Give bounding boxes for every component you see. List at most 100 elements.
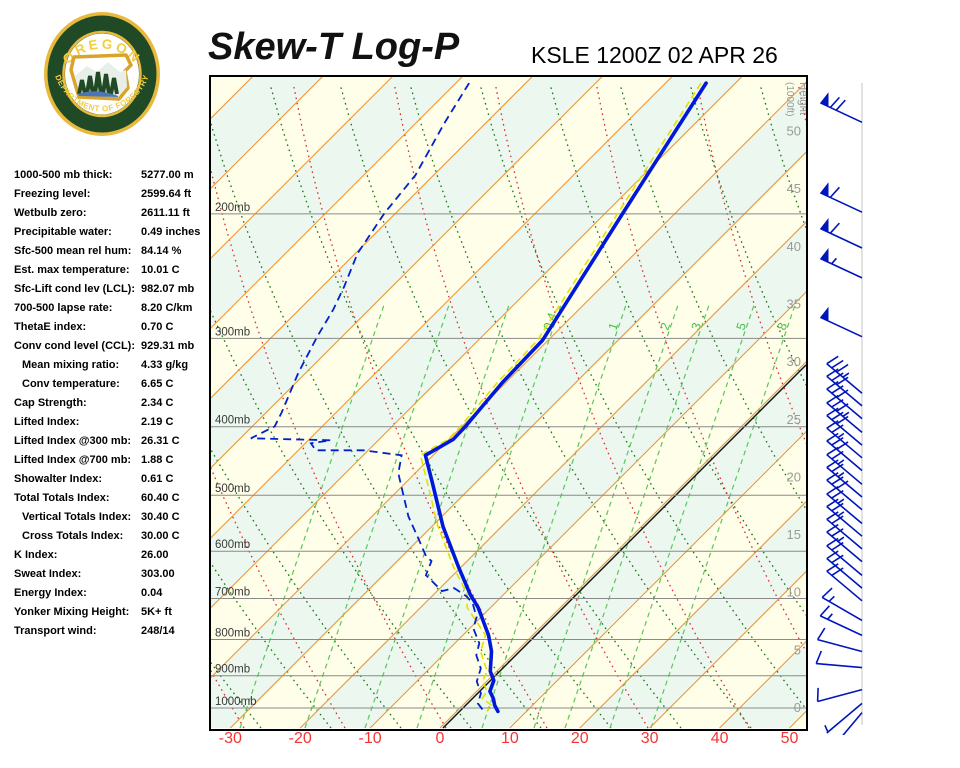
stat-row: Total Totals Index: 60.40 C — [14, 489, 210, 508]
stat-label: Sfc-Lift cond lev (LCL): — [14, 283, 135, 295]
skewt-chart: 0.4 1 2 3 5 8200mb300mb400mb500mb600mb700mb80… — [211, 77, 806, 729]
stat-value: 60.40 C — [141, 492, 180, 504]
svg-text:5: 5 — [794, 642, 801, 657]
stat-value: 84.14 % — [141, 245, 182, 257]
stat-value: 248/14 — [141, 625, 175, 637]
stat-row: Yonker Mixing Height: 5K+ ft — [14, 603, 210, 622]
stat-row: Transport wind: 248/14 — [14, 622, 210, 641]
stat-row: Lifted Index: 2.19 C — [14, 413, 210, 432]
stat-value: 982.07 mb — [141, 283, 195, 295]
svg-text:300mb: 300mb — [215, 326, 250, 338]
stat-value: 26.00 — [141, 549, 169, 561]
stat-label: Yonker Mixing Height: — [14, 606, 130, 618]
wind-barb — [826, 407, 863, 446]
svg-text:1: 1 — [606, 321, 622, 332]
wind-barb — [819, 92, 863, 124]
stat-label: Freezing level: — [14, 188, 91, 200]
stat-row: ThetaE index: 0.70 C — [14, 318, 210, 337]
x-tick-label: 20 — [570, 730, 589, 747]
stat-value: 6.65 C — [141, 378, 174, 390]
dewpoint-trace — [250, 82, 484, 710]
stat-value: 30.40 C — [141, 511, 180, 523]
svg-text:30: 30 — [787, 354, 801, 369]
svg-text:45: 45 — [787, 181, 801, 196]
x-tick-label: 40 — [710, 730, 729, 747]
svg-text:50: 50 — [787, 124, 801, 139]
stat-value: 2.34 C — [141, 397, 174, 409]
stat-label: Conv cond level (CCL): — [14, 340, 136, 352]
wind-barb — [824, 702, 863, 734]
svg-text:Height: Height — [797, 82, 806, 116]
wind-barb — [819, 218, 863, 249]
wind-barb — [815, 650, 863, 669]
stat-row: Energy Index: 0.04 — [14, 584, 210, 603]
stat-label: Conv temperature: — [22, 378, 120, 390]
stat-value: 5277.00 m — [141, 169, 194, 181]
stat-value: 2599.64 ft — [141, 188, 192, 200]
wind-barb — [821, 587, 863, 622]
isotherms — [211, 77, 806, 729]
stat-row: Conv cond level (CCL): 929.31 mb — [14, 337, 210, 356]
stat-label: ThetaE index: — [14, 321, 87, 333]
wind-barb — [826, 368, 863, 407]
wind-barb — [842, 712, 863, 735]
stat-row: Mean mixing ratio: 4.33 g/kg — [14, 356, 210, 375]
stat-value: 0.49 inches — [141, 226, 201, 238]
stat-value: 5K+ ft — [141, 606, 172, 618]
stat-label: Precipitable water: — [14, 226, 112, 238]
svg-text:8: 8 — [775, 321, 791, 332]
stat-label: Est. max temperature: — [14, 264, 130, 276]
stat-row: Lifted Index @300 mb: 26.31 C — [14, 432, 210, 451]
wind-barb — [819, 605, 863, 637]
stat-row: Sfc-Lift cond lev (LCL): 982.07 mb — [14, 280, 210, 299]
stat-value: 303.00 — [141, 568, 175, 580]
temperature-bands — [211, 77, 806, 728]
temperature-axis: -30 -20 -10 0 10 20 30 40 50 — [0, 730, 960, 752]
svg-text:(1000ft): (1000ft) — [784, 82, 795, 116]
stat-row: 1000-500 mb thick: 5277.00 m — [14, 166, 210, 185]
stat-label: Sfc-500 mean rel hum: — [14, 245, 132, 257]
svg-text:500mb: 500mb — [215, 483, 250, 495]
svg-text:0: 0 — [794, 700, 801, 715]
wind-barb — [819, 182, 863, 213]
stat-label: Energy Index: — [14, 587, 87, 599]
stat-value: 2.19 C — [141, 416, 174, 428]
svg-text:400mb: 400mb — [215, 415, 250, 427]
svg-text:5: 5 — [734, 321, 750, 332]
stat-label: Cap Strength: — [14, 397, 87, 409]
temperature-trace — [423, 81, 708, 714]
stat-value: 10.01 C — [141, 264, 180, 276]
svg-text:3: 3 — [689, 321, 705, 332]
logo-state-scene — [69, 53, 133, 101]
wind-barb — [816, 627, 863, 653]
stat-row: Showalter Index: 0.61 C — [14, 470, 210, 489]
svg-text:600mb: 600mb — [215, 539, 250, 551]
wind-barb — [826, 523, 863, 563]
svg-text:1000mb: 1000mb — [215, 696, 257, 708]
x-tick-label: -10 — [358, 730, 382, 747]
page-title: Skew-T Log-P — [208, 26, 460, 68]
pressure-lines — [211, 213, 806, 709]
stat-row: 700-500 lapse rate: 8.20 C/km — [14, 299, 210, 318]
stat-row: K Index: 26.00 — [14, 546, 210, 565]
stat-label: 1000-500 mb thick: — [14, 169, 113, 181]
svg-text:10: 10 — [787, 585, 801, 600]
wind-barb — [826, 537, 863, 577]
stat-value: 26.31 C — [141, 435, 180, 447]
stat-row: Conv temperature: 6.65 C — [14, 375, 210, 394]
wind-barb — [826, 485, 863, 525]
svg-text:25: 25 — [787, 412, 801, 427]
x-tick-label: 0 — [435, 730, 445, 747]
wind-barb — [826, 446, 863, 485]
x-tick-label: -30 — [218, 730, 242, 747]
station-time-label: KSLE 1200Z 02 APR 26 — [531, 42, 778, 68]
skewt-plot-area: 0.4 1 2 3 5 8 200mb 300mb 400mb 500mb 600mb 700mb 80… — [209, 75, 808, 731]
stat-row: Est. max temperature: 10.01 C — [14, 261, 210, 280]
x-tick-label: -20 — [288, 730, 312, 747]
stat-label: Mean mixing ratio: — [22, 359, 120, 371]
stat-row: Precipitable water: 0.49 inches — [14, 223, 210, 242]
wind-barb-column: .pf{fill:#0016BB;stroke:none;} — [815, 83, 863, 735]
stat-row: Sweat Index: 303.00 — [14, 565, 210, 584]
x-tick-label: 30 — [640, 730, 659, 747]
